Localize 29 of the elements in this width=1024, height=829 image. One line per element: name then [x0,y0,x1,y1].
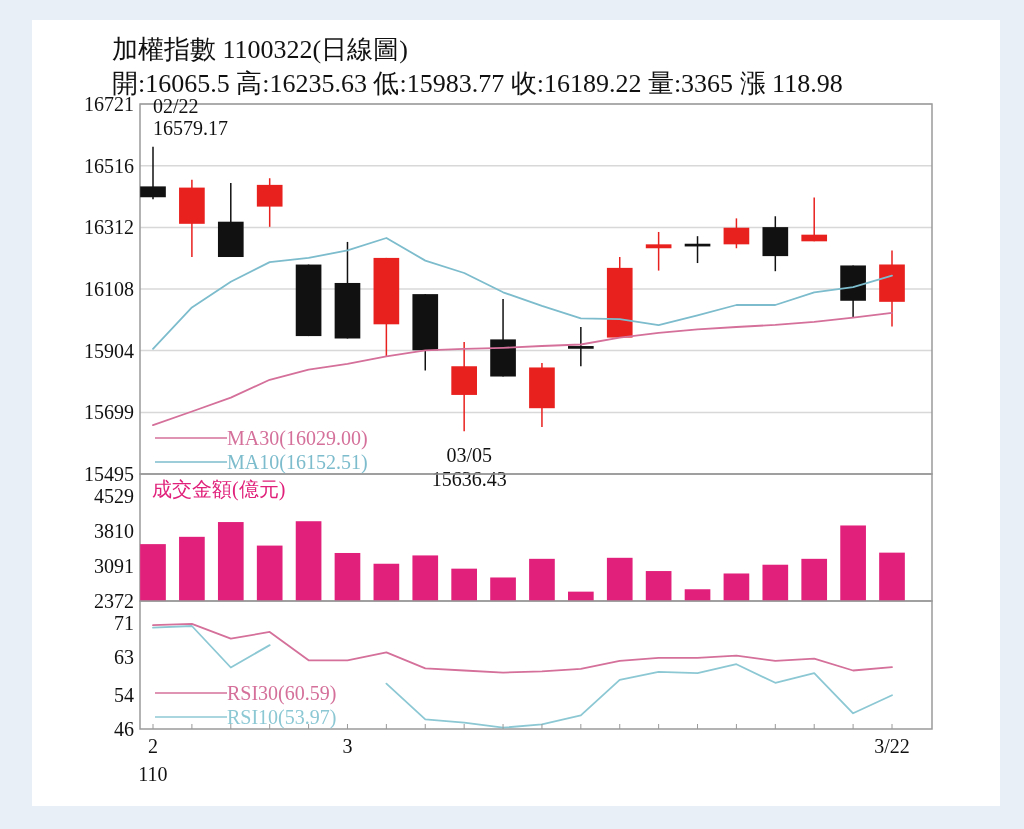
legend-label: RSI10(53.97) [227,706,337,729]
y-tick-label: 15904 [84,339,134,362]
y-tick-label: 15699 [84,401,134,424]
y-tick-label: 15495 [84,463,134,485]
chart-title: 加權指數 1100322(日線圖) [112,35,408,64]
y-tick-label: 3091 [94,554,134,577]
line-series [152,311,893,426]
y-tick-label: 16516 [84,154,134,177]
line-series [152,623,893,674]
y-tick-label: 63 [114,645,134,668]
y-tick-label: 46 [114,718,134,740]
candlestick [645,231,672,272]
y-tick-label: 4529 [94,484,134,507]
x-tick-label: 3/22 [874,735,910,757]
chart-title: 成交金額(億元) [152,478,286,501]
x-tick-label: 3 [342,735,353,757]
y-tick-label: 16312 [84,216,134,239]
y-tick-label: 71 [114,612,134,635]
y-tick-label: 54 [114,684,134,707]
x-tick-label: 2 110 [138,735,168,785]
y-tick-label: 2372 [94,590,134,612]
legend-label: MA30(16029.00) [227,427,368,450]
annotation: 03/05 15636.43 [431,443,507,490]
candlestick [568,326,594,368]
y-tick-label: 16108 [84,278,134,300]
y-tick-label: 3810 [94,519,134,542]
annotation: 02/22 16579.17 [153,94,228,139]
legend-label: RSI30(60.59) [227,682,337,705]
legend-label: MA10(16152.51) [227,451,368,474]
